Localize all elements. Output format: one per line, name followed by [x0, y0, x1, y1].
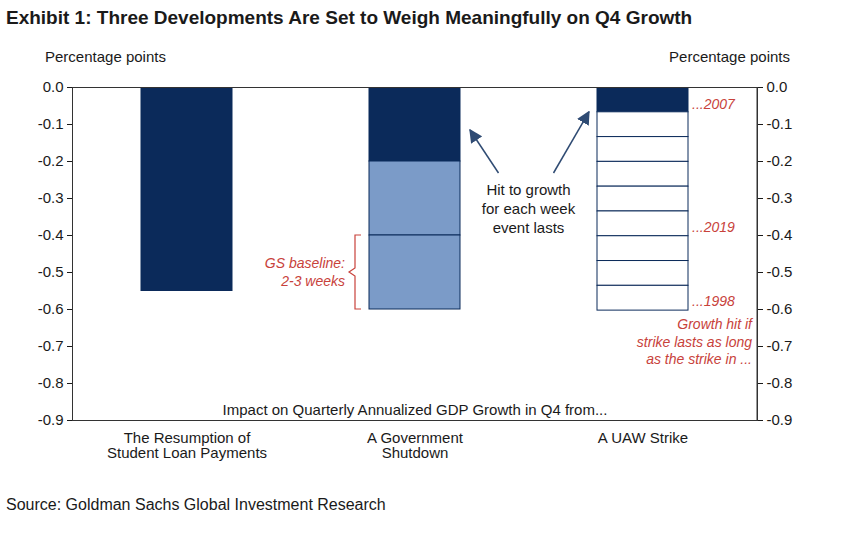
svg-text:-0.4: -0.4 [38, 226, 64, 243]
svg-text:GS baseline:2-3 weeks: GS baseline:2-3 weeks [265, 255, 345, 289]
svg-text:-0.4: -0.4 [767, 226, 793, 243]
svg-text:Hit to growthfor each weekeven: Hit to growthfor each weekevent lasts [482, 181, 576, 236]
svg-text:A GovernmentShutdown: A GovernmentShutdown [367, 429, 464, 461]
svg-text:...1998: ...1998 [692, 293, 735, 309]
svg-text:-0.1: -0.1 [767, 115, 793, 132]
svg-text:-0.7: -0.7 [38, 337, 64, 354]
svg-text:A UAW Strike: A UAW Strike [598, 429, 688, 446]
svg-text:-0.2: -0.2 [38, 152, 64, 169]
svg-text:-0.2: -0.2 [767, 152, 793, 169]
svg-text:-0.5: -0.5 [38, 263, 64, 280]
svg-text:-0.1: -0.1 [38, 115, 64, 132]
svg-text:-0.3: -0.3 [38, 189, 64, 206]
svg-text:-0.8: -0.8 [767, 374, 793, 391]
svg-text:-0.3: -0.3 [767, 189, 793, 206]
svg-text:...2019: ...2019 [692, 219, 735, 235]
svg-text:-0.6: -0.6 [38, 300, 64, 317]
svg-text:-0.7: -0.7 [767, 337, 793, 354]
svg-text:Growth hit ifstrike lasts as l: Growth hit ifstrike lasts as longas the … [637, 316, 754, 367]
svg-text:The Resumption ofStudent Loan: The Resumption ofStudent Loan Payments [107, 429, 267, 461]
svg-text:-0.8: -0.8 [38, 374, 64, 391]
svg-text:-0.9: -0.9 [767, 411, 793, 428]
html-text:Source: Goldman Sachs Global I: Source: Goldman Sachs Global Investment … [6, 496, 386, 513]
svg-text:Impact on Quarterly Annualized: Impact on Quarterly Annualized GDP Growt… [223, 401, 608, 418]
svg-text:-0.5: -0.5 [767, 263, 793, 280]
svg-text:-0.9: -0.9 [38, 411, 64, 428]
svg-text:...2007: ...2007 [692, 96, 736, 112]
svg-text:Percentage points: Percentage points [45, 48, 166, 65]
html-text:Exhibit 1: Three Developments: Exhibit 1: Three Developments Are Set to… [6, 7, 693, 28]
svg-text:0.0: 0.0 [767, 78, 788, 95]
svg-text:0.0: 0.0 [43, 78, 64, 95]
svg-text:Percentage points: Percentage points [669, 48, 790, 65]
svg-text:-0.6: -0.6 [767, 300, 793, 317]
